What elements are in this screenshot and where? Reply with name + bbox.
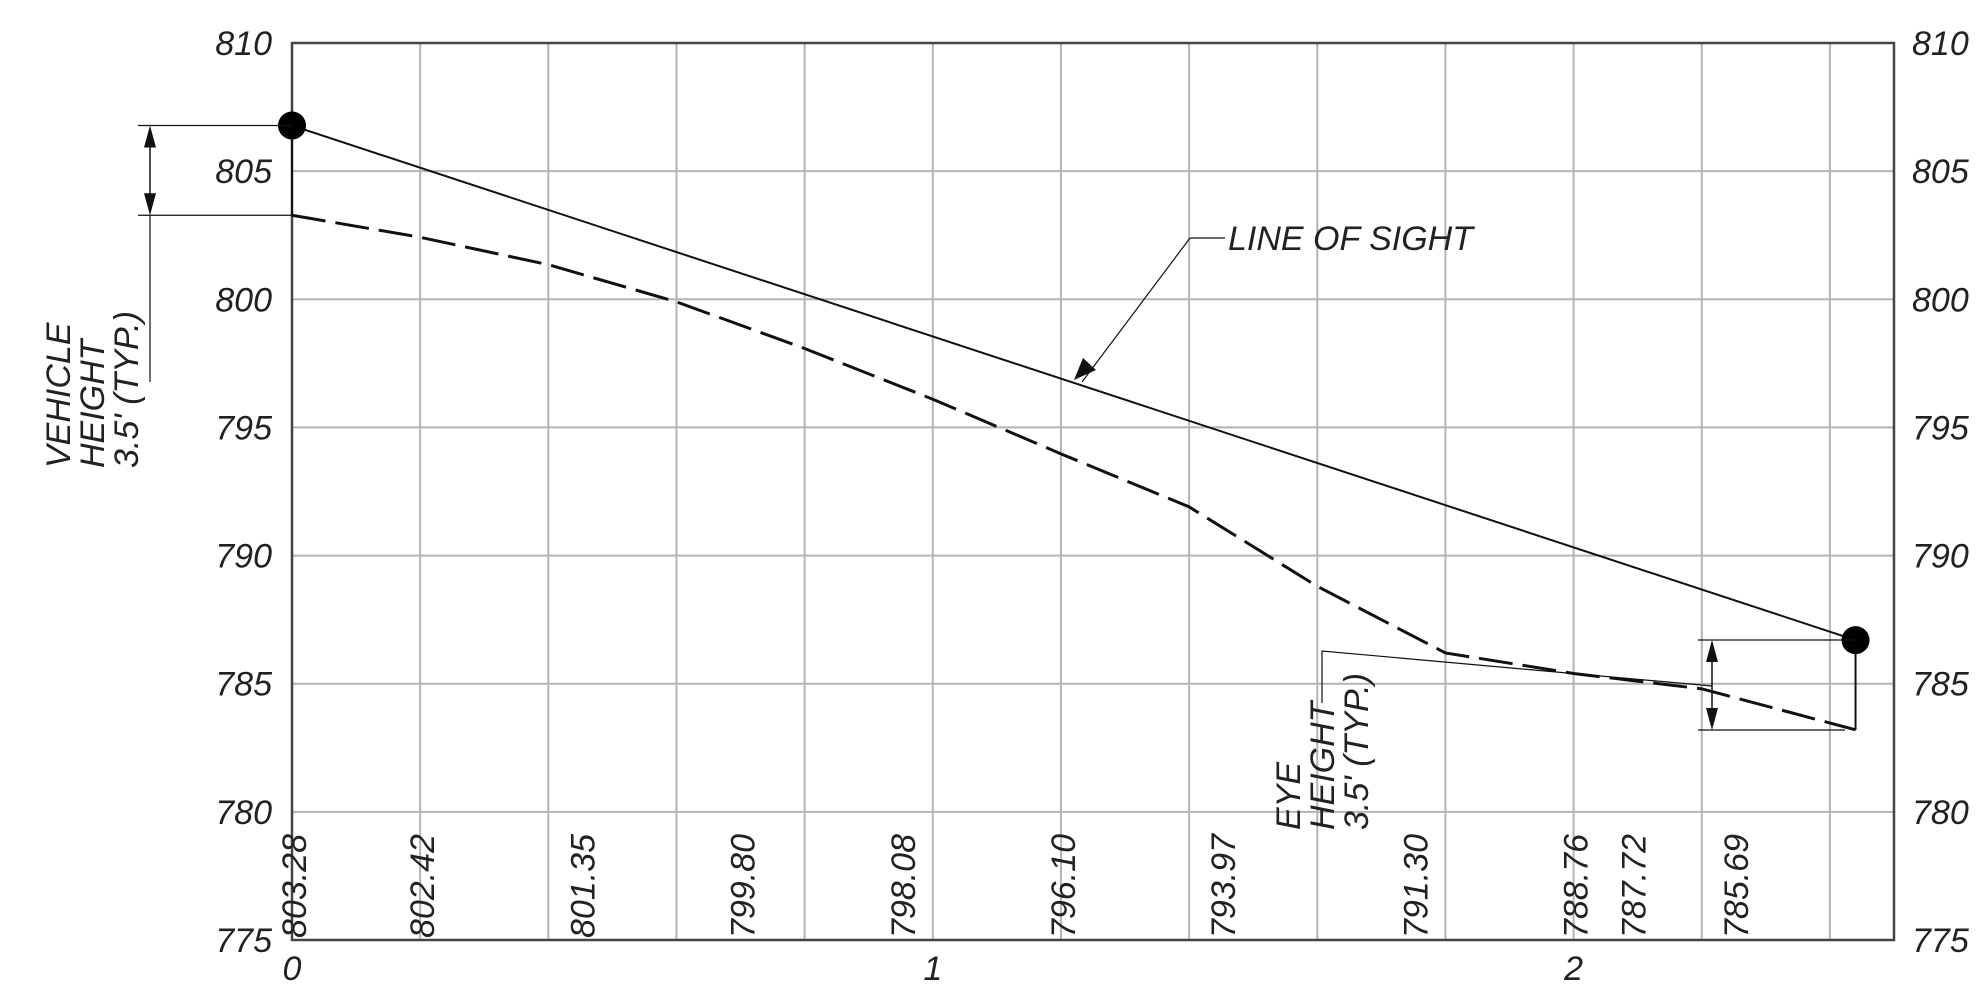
elevation-label: 791.30 — [1397, 834, 1435, 938]
y-tick-label: 775 — [1912, 922, 1969, 960]
y-axis-right: 775 780 785 790 795 800 805 810 — [1912, 25, 1969, 960]
x-tick-label: 0 — [283, 950, 302, 988]
y-axis-left: 775 780 785 790 795 800 805 810 — [215, 25, 272, 960]
plot-frame — [290, 41, 1896, 942]
x-axis: 0 1 2 — [283, 950, 1584, 988]
y-tick-label: 805 — [215, 153, 272, 191]
leader-line — [1081, 237, 1191, 383]
elevation-label: 785.69 — [1718, 834, 1756, 938]
arrowhead — [144, 193, 156, 216]
arrowhead — [1706, 640, 1718, 662]
y-tick-label: 805 — [1912, 153, 1969, 191]
eye-height-label: 3.5' (TYP.) — [1338, 673, 1376, 830]
elevation-label: 793.97 — [1205, 833, 1243, 938]
y-tick-label: 790 — [215, 538, 272, 576]
arrowhead — [1074, 358, 1096, 380]
y-tick-label: 785 — [215, 666, 272, 704]
y-tick-label: 800 — [1912, 281, 1969, 319]
elevation-label: 798.08 — [885, 834, 923, 938]
elevation-label: 803.28 — [276, 834, 314, 938]
profile-lines — [278, 111, 1870, 732]
elevation-label: 796.10 — [1045, 834, 1083, 938]
vehicle-height-label: VEHICLE — [40, 322, 78, 468]
vehicle-height-label: HEIGHT — [74, 337, 112, 468]
y-tick-label: 795 — [215, 409, 272, 447]
y-tick-label: 780 — [1912, 794, 1969, 832]
eye-height-label: EYE — [1270, 762, 1308, 830]
elevation-label: 788.76 — [1558, 834, 1596, 938]
x-tick-label: 1 — [923, 950, 942, 988]
elevation-label: 802.42 — [404, 834, 442, 938]
arrowhead — [144, 125, 156, 148]
elevation-label: 799.80 — [725, 834, 763, 938]
grid — [292, 43, 1894, 940]
y-tick-label: 800 — [215, 281, 272, 319]
line-of-sight — [291, 124, 1856, 642]
y-tick-label: 785 — [1912, 666, 1969, 704]
y-tick-label: 775 — [215, 922, 272, 960]
y-tick-label: 795 — [1912, 409, 1969, 447]
elevation-labels: 803.28 802.42 801.35 799.80 798.08 796.10 793.… — [276, 833, 1756, 938]
arrowhead — [1706, 708, 1718, 730]
y-tick-label: 780 — [215, 794, 272, 832]
y-tick-label: 790 — [1912, 538, 1969, 576]
x-tick-label: 2 — [1563, 950, 1583, 988]
vehicle-height-label: 3.5' (TYP.) — [108, 311, 146, 468]
elevation-label: 787.72 — [1615, 834, 1653, 938]
line-of-sight-label: LINE OF SIGHT — [1228, 220, 1475, 258]
y-tick-label: 810 — [1912, 25, 1969, 63]
profile-dashed-line — [291, 213, 1856, 732]
leader-line — [1321, 650, 1713, 703]
eye-height-label: HEIGHT — [1304, 699, 1342, 830]
y-tick-label: 810 — [215, 25, 272, 63]
elevation-label: 801.35 — [564, 834, 602, 938]
